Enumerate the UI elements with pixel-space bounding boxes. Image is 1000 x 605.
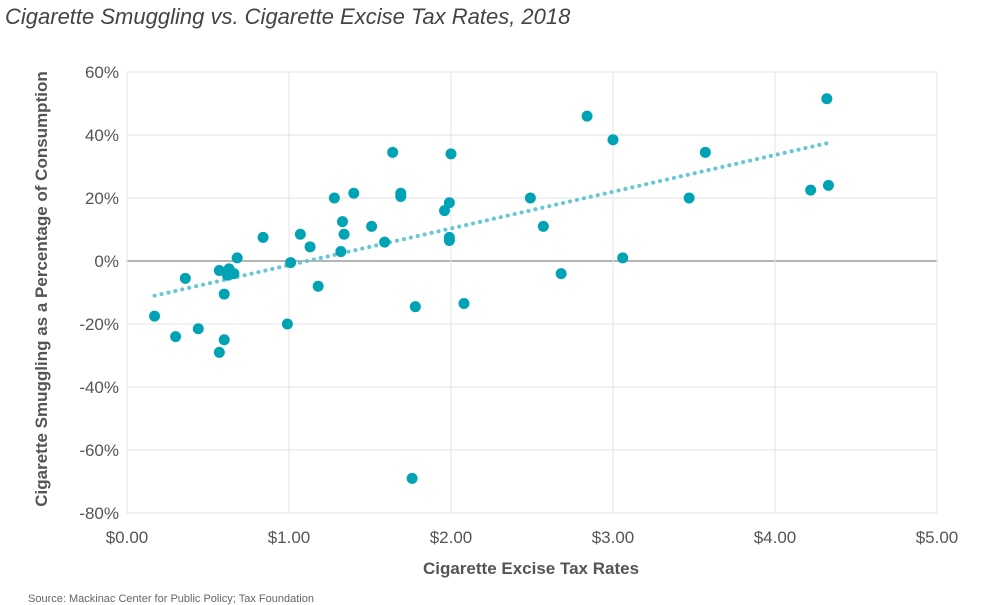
data-point: [439, 205, 451, 217]
data-point: [617, 252, 629, 264]
data-point: [335, 246, 347, 258]
data-point: [822, 179, 834, 191]
data-point: [228, 268, 240, 280]
y-axis-ticks: 60% 40% 20% 0% -20% -40% -60% -80%: [79, 63, 119, 523]
y-tick-label: -20%: [79, 315, 119, 334]
data-point: [304, 241, 316, 253]
data-point: [395, 187, 407, 199]
data-point: [581, 110, 593, 122]
x-tick-label: $0.00: [106, 528, 149, 547]
data-point: [338, 228, 350, 240]
data-point: [179, 272, 191, 284]
y-tick-label: 40%: [85, 126, 119, 145]
data-point: [555, 268, 567, 280]
y-tick-label: -80%: [79, 504, 119, 523]
data-point: [213, 346, 225, 358]
y-tick-label: 20%: [85, 189, 119, 208]
y-axis-label: Cigarette Smuggling as a Percentage of C…: [32, 71, 51, 507]
data-point: [379, 236, 391, 248]
data-point: [458, 298, 470, 310]
x-axis-ticks: $0.00 $1.00 $2.00 $3.00 $4.00 $5.00: [106, 528, 959, 547]
data-point: [821, 93, 833, 105]
grid-lines: [126, 71, 938, 514]
data-point: [409, 301, 421, 313]
data-point: [445, 148, 457, 160]
data-point: [294, 228, 306, 240]
data-point: [387, 146, 399, 158]
data-point: [257, 231, 269, 243]
data-point: [805, 184, 817, 196]
x-tick-label: $4.00: [754, 528, 797, 547]
data-point: [281, 318, 293, 330]
y-tick-label: -40%: [79, 378, 119, 397]
data-point: [443, 197, 455, 209]
x-tick-label: $3.00: [592, 528, 635, 547]
x-tick-label: $2.00: [430, 528, 473, 547]
data-point: [218, 334, 230, 346]
data-point: [336, 216, 348, 228]
x-tick-label: $5.00: [916, 528, 959, 547]
data-points: [149, 93, 834, 484]
data-point: [192, 323, 204, 335]
data-point: [328, 192, 340, 204]
source-note: Source: Mackinac Center for Public Polic…: [28, 593, 314, 605]
data-point: [149, 310, 161, 322]
y-tick-label: 60%: [85, 63, 119, 82]
trendline-group: [152, 140, 831, 298]
data-point: [524, 192, 536, 204]
data-point: [699, 146, 711, 158]
y-tick-label: 0%: [94, 252, 119, 271]
trendline: [152, 140, 831, 298]
data-point: [231, 252, 243, 264]
data-point: [213, 264, 225, 276]
data-point: [170, 331, 182, 343]
data-point: [218, 288, 230, 300]
x-tick-label: $1.00: [268, 528, 311, 547]
y-tick-label: -60%: [79, 441, 119, 460]
data-point: [537, 220, 549, 232]
x-axis-label: Cigarette Excise Tax Rates: [422, 559, 640, 578]
data-point: [683, 192, 695, 204]
data-point: [348, 187, 360, 199]
data-point: [366, 220, 378, 232]
data-point: [312, 280, 324, 292]
chart-title: Cigarette Smuggling vs. Cigarette Excise…: [5, 4, 571, 29]
data-point: [443, 235, 455, 247]
data-point: [607, 134, 619, 146]
data-point: [285, 257, 297, 269]
data-point: [406, 472, 418, 484]
